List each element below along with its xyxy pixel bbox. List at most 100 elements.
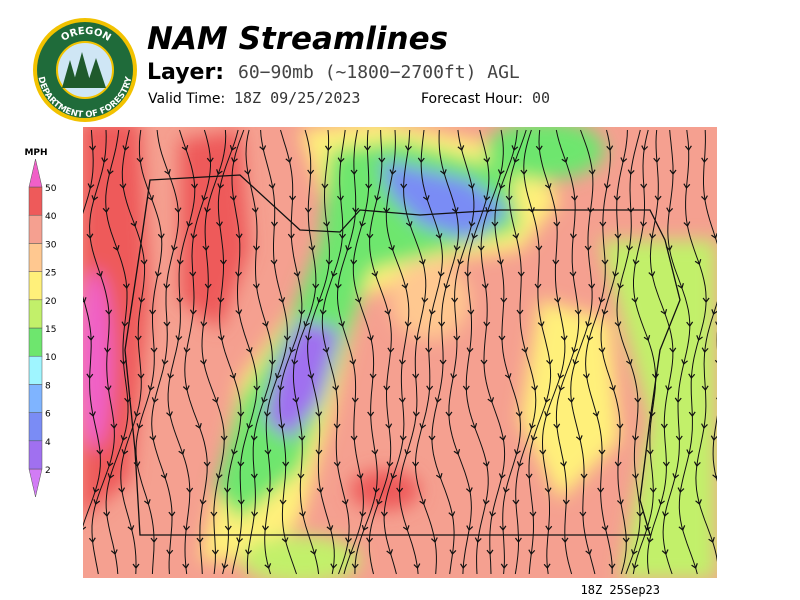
streamline-arrow (182, 385, 190, 391)
streamline (292, 129, 320, 575)
streamline-arrow (133, 461, 141, 467)
streamline-arrow (250, 473, 258, 479)
streamline-arrow (471, 233, 478, 239)
streamline-arrow (580, 473, 588, 479)
streamline-arrow (384, 309, 392, 315)
streamline-arrow (386, 461, 394, 467)
streamline-arrow (677, 283, 684, 289)
streamline-arrow (206, 157, 214, 163)
streamline-arrow (321, 183, 329, 189)
streamline-arrow (482, 461, 490, 467)
streamline-arrow (216, 169, 223, 175)
streamline-arrow (105, 309, 113, 315)
streamline (201, 129, 227, 575)
legend-swatch (28, 355, 43, 385)
streamline-arrow (270, 221, 278, 227)
streamline-arrow (376, 499, 383, 505)
streamline-arrow (701, 157, 709, 163)
streamline-arrow (326, 525, 334, 531)
streamline-arrow (412, 411, 420, 417)
streamline-arrow (714, 359, 717, 364)
streamline-arrow (428, 309, 436, 315)
streamline-arrow (319, 309, 327, 315)
streamline (217, 129, 242, 575)
streamline-arrow (579, 511, 587, 517)
streamline-arrow (333, 423, 341, 429)
streamline-arrow (345, 537, 352, 543)
streamline-arrow (514, 537, 522, 543)
streamline-arrow (708, 537, 715, 543)
streamline-arrow (710, 435, 717, 441)
streamline-arrow (168, 511, 176, 517)
streamline-arrow (434, 397, 442, 403)
streamline (523, 129, 552, 575)
streamline-arrow (263, 411, 271, 417)
streamline-arrow (491, 221, 499, 227)
streamline-arrow (325, 259, 333, 265)
streamline-arrow (186, 487, 194, 493)
streamline-arrow (612, 271, 620, 277)
streamline-arrow (204, 283, 212, 289)
streamline-arrow (399, 359, 406, 365)
streamline-arrow (453, 335, 461, 341)
field-band (240, 535, 360, 578)
streamline-arrow (734, 246, 740, 250)
streamline-arrow (517, 271, 525, 277)
field-band (390, 260, 470, 340)
streamline-arrow (138, 297, 146, 303)
streamline-arrow (150, 537, 158, 543)
streamline-arrow (462, 385, 470, 391)
streamline-arrow (627, 169, 635, 175)
streamline-arrow (251, 511, 259, 517)
streamline-arrow (660, 423, 668, 429)
streamline (336, 129, 364, 575)
streamline-arrow (553, 221, 561, 227)
streamline-arrow (529, 511, 537, 517)
streamline-arrow (561, 157, 569, 163)
streamline-arrow (641, 145, 649, 151)
streamline-arrow (86, 233, 94, 239)
legend-label: 6 (45, 410, 51, 420)
streamline-arrow (695, 499, 702, 505)
streamline-arrow (366, 537, 374, 543)
streamline-arrow (608, 563, 616, 569)
streamline-arrow (274, 373, 282, 379)
streamline-arrow (598, 449, 606, 455)
streamline-arrow (460, 563, 467, 569)
streamline-arrow (481, 283, 489, 289)
streamline-arrow (237, 411, 245, 417)
streamline-arrow (582, 373, 590, 379)
streamline (678, 129, 707, 575)
streamline-arrow (112, 245, 120, 251)
streamline-arrow (220, 435, 228, 441)
streamline-arrow (398, 397, 406, 403)
streamline (105, 129, 129, 575)
streamline-arrow (200, 321, 208, 327)
streamline-arrow (449, 549, 457, 555)
streamline-arrow (298, 309, 306, 315)
streamline-arrow (277, 385, 285, 391)
streamline-arrow (363, 145, 371, 151)
streamline-arrow (646, 449, 654, 455)
streamline-arrow (93, 499, 101, 505)
streamline-arrow (122, 145, 130, 151)
streamline-arrow (640, 221, 647, 227)
streamline-arrow (486, 549, 494, 555)
streamline-arrow (195, 423, 202, 429)
streamline-arrow (662, 511, 669, 517)
streamline-arrow (512, 233, 520, 239)
streamline-arrow (470, 423, 478, 429)
streamline-arrow (390, 473, 397, 479)
streamline-arrow (371, 449, 379, 455)
streamline-arrow (279, 499, 287, 505)
streamline-arrow (528, 549, 536, 555)
streamline-arrow (71, 260, 77, 264)
legend-label: 40 (45, 212, 57, 222)
streamline-arrow (237, 461, 245, 467)
streamline-arrow (498, 473, 506, 479)
streamline-arrow (388, 245, 395, 251)
streamline-arrow (310, 549, 317, 555)
streamline-arrow (571, 347, 579, 353)
streamline-arrow (419, 499, 426, 505)
streamline-arrow (535, 245, 543, 251)
